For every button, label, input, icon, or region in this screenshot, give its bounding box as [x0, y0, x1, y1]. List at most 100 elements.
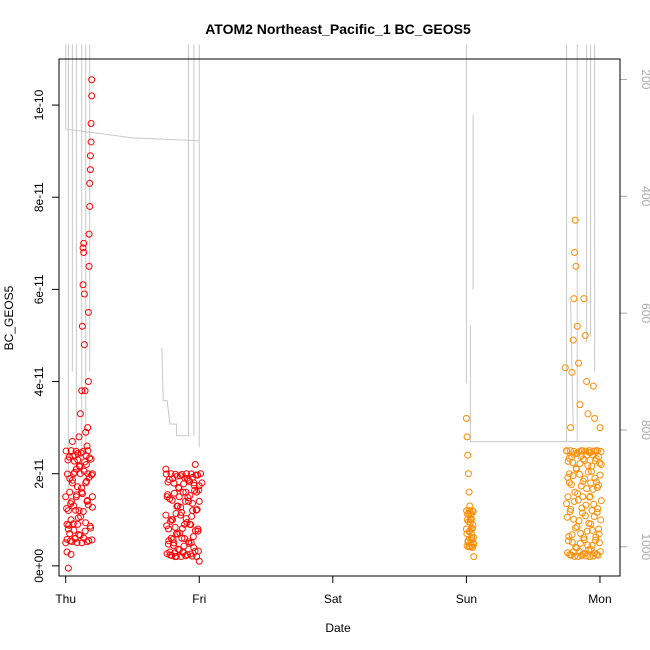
data-point — [87, 455, 95, 463]
data-point — [587, 479, 595, 487]
data-point — [70, 526, 78, 534]
y-tick-label: 8e-11 — [32, 182, 46, 212]
pressure-trace — [65, 44, 200, 142]
data-point — [85, 473, 93, 481]
data-point — [167, 516, 175, 524]
data-point — [597, 448, 605, 456]
pressure-trace — [570, 301, 574, 430]
data-point — [563, 500, 571, 508]
data-point — [62, 493, 70, 501]
data-point — [570, 498, 578, 506]
data-point — [71, 535, 79, 543]
y-axis-title: BC_GEOS5 — [2, 285, 16, 350]
data-point — [76, 410, 84, 418]
data-point — [581, 475, 589, 483]
data-point — [564, 457, 572, 465]
data-point — [88, 503, 96, 511]
data-point — [469, 533, 477, 541]
data-point — [169, 541, 177, 549]
data-point — [195, 497, 203, 505]
data-point — [572, 465, 580, 473]
data-point — [576, 401, 584, 409]
data-point — [86, 454, 94, 462]
data-point — [72, 506, 80, 514]
data-point — [86, 202, 94, 210]
data-point — [172, 552, 180, 560]
data-point — [571, 216, 579, 224]
data-point — [181, 474, 189, 482]
data-point — [163, 522, 171, 530]
data-point — [82, 452, 90, 460]
data-point — [468, 524, 476, 532]
data-point — [597, 497, 605, 505]
data-point — [587, 467, 595, 475]
data-point — [583, 378, 591, 386]
data-point — [575, 359, 583, 367]
data-point — [584, 462, 592, 470]
data-point — [463, 433, 471, 441]
data-point — [588, 526, 596, 534]
data-point — [83, 442, 91, 450]
data-point — [84, 447, 92, 455]
data-point — [588, 542, 596, 550]
data-point — [191, 460, 199, 468]
data-point — [576, 470, 584, 478]
data-point — [575, 517, 583, 525]
data-point — [587, 520, 595, 528]
data-point — [570, 295, 578, 303]
data-point — [564, 493, 572, 501]
data-point — [68, 437, 76, 445]
data-point — [462, 414, 470, 422]
data-point — [73, 483, 81, 491]
data-point — [469, 521, 477, 529]
data-point — [569, 472, 577, 480]
x-tick-label: Sat — [324, 592, 343, 606]
data-point — [586, 493, 594, 501]
data-point — [594, 481, 602, 489]
data-point — [170, 479, 178, 487]
x-tick-label: Fri — [192, 592, 206, 606]
data-point — [582, 501, 590, 509]
data-point — [179, 488, 187, 496]
x-tick-label: Mon — [588, 592, 611, 606]
data-point — [189, 533, 197, 541]
data-point — [79, 244, 87, 252]
data-point — [78, 387, 86, 395]
data-point — [67, 550, 75, 558]
data-point — [85, 262, 93, 270]
data-point — [185, 539, 193, 547]
data-point — [567, 424, 575, 432]
data-point — [566, 447, 574, 455]
axes-layer: Thu Fri Sat Sun Mon 0e+00 2e-11 4e-11 6e-11 8e-11… — [32, 69, 650, 606]
data-point — [173, 502, 181, 510]
data-point — [184, 494, 192, 502]
data-point — [595, 530, 603, 538]
points-layer — [62, 76, 605, 572]
data-point — [194, 471, 202, 479]
data-point — [81, 527, 89, 535]
data-point — [583, 485, 591, 493]
y2-tick-label: 200 — [639, 69, 650, 89]
data-point — [79, 508, 87, 516]
data-point — [85, 537, 93, 545]
data-point — [177, 553, 185, 561]
data-point — [572, 262, 580, 270]
data-point — [571, 249, 579, 257]
data-point — [83, 496, 91, 504]
data-point — [183, 551, 191, 559]
y2-tick-label: 1000 — [639, 533, 650, 560]
data-point — [589, 485, 597, 493]
data-point — [581, 512, 589, 520]
data-point — [577, 529, 585, 537]
data-point — [191, 486, 199, 494]
data-point — [164, 491, 172, 499]
data-point — [579, 455, 587, 463]
data-point — [87, 471, 95, 479]
y-tick-label: 4e-11 — [32, 366, 46, 396]
data-point — [584, 541, 592, 549]
data-point — [465, 488, 473, 496]
data-point — [173, 472, 181, 480]
data-point — [82, 428, 90, 436]
y-tick-label: 1e-10 — [32, 89, 46, 120]
